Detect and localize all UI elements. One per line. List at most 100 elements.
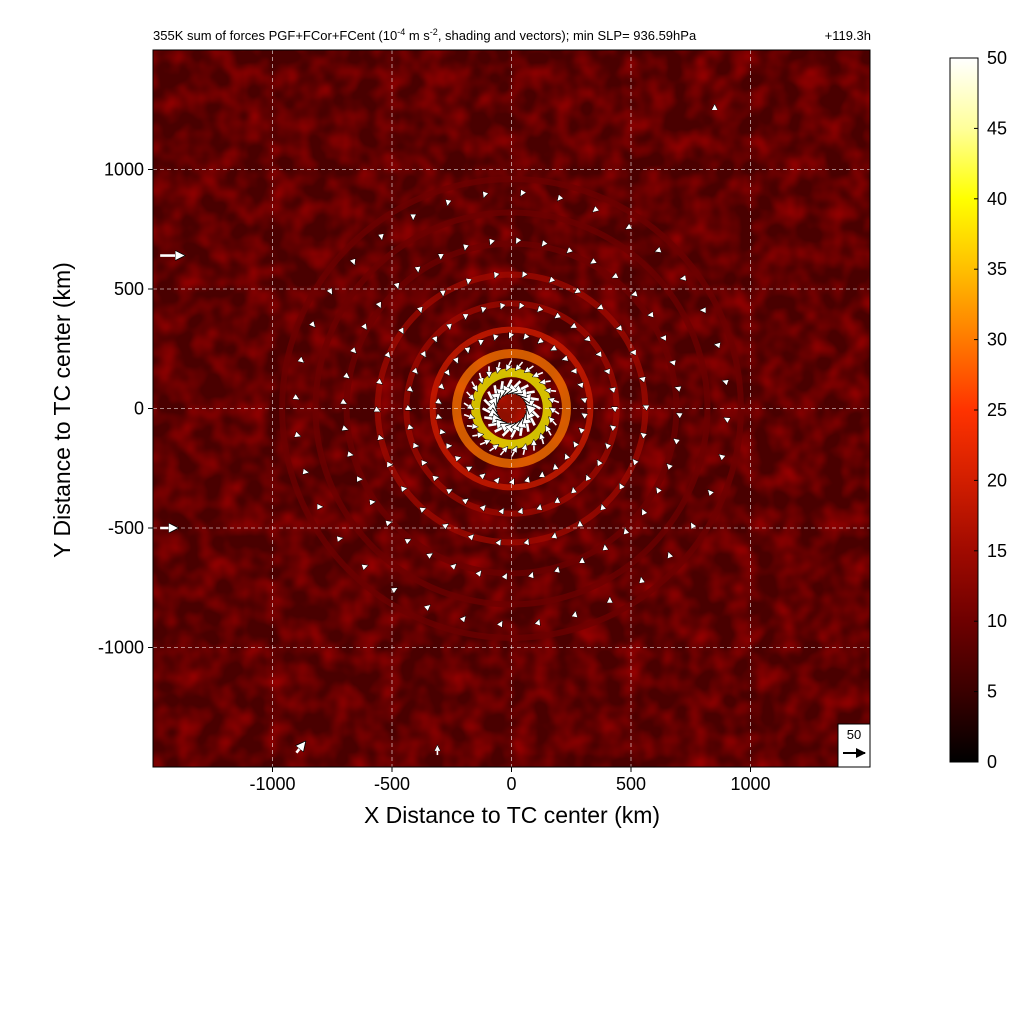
y-tick-label: 500 [114,279,144,299]
force-vector [610,389,613,390]
force-vector [410,390,412,392]
force-vector [515,361,524,370]
force-vector [643,404,645,406]
force-vector [549,399,560,403]
force-vector [708,490,710,492]
force-vector [618,483,621,485]
force-vector [581,399,585,401]
force-vector [724,417,726,419]
force-vector [656,487,657,489]
force-vector [602,504,603,507]
force-vector [540,504,541,507]
force-vector [446,524,448,525]
force-vector [466,499,468,501]
force-vector [524,365,534,372]
force-vector [505,360,512,371]
force-vector [667,464,669,466]
force-vector [380,382,382,384]
force-vector [449,327,450,330]
reference-vector: 50 [837,723,871,768]
force-vector [389,522,392,523]
force-vector [508,334,511,338]
force-vector [524,336,527,339]
plot-area [153,50,870,767]
force-vector [298,435,300,436]
force-vector [511,446,518,457]
force-vector [480,571,482,573]
force-vector [674,439,676,441]
colorbar-tick-label: 25 [987,400,1007,420]
x-axis-label: X Distance to TC center (km) [364,802,660,828]
force-vector [347,377,349,379]
colorbar-tick-label: 20 [987,470,1007,490]
force-vector [421,310,422,313]
force-vector [586,475,587,478]
force-vector [501,306,502,309]
force-vector [388,356,390,358]
force-vector [365,327,366,329]
force-vector [397,286,398,289]
y-tick-label: 1000 [104,160,144,180]
force-vector [542,244,544,246]
force-vector [565,454,567,458]
force-vector [549,281,551,283]
chart-title: 355K sum of forces PGF+FCor+FCent (10-4 … [153,27,697,43]
colorbar-tick-label: 50 [987,48,1007,68]
force-vector [526,405,540,419]
reference-vector-label: 50 [847,727,861,742]
vector-layer [160,104,726,756]
force-vector [402,331,405,333]
force-vector [450,488,453,490]
force-vector [438,417,442,419]
force-vector [483,310,484,313]
force-vector [593,210,595,212]
colorbar-tick-label: 30 [987,330,1007,350]
force-vector [502,508,505,511]
force-vector [571,326,574,329]
force-vector [466,426,478,427]
colorbar-tick-label: 5 [987,682,997,702]
force-vector [690,523,692,525]
y-tick-label: -1000 [98,638,144,658]
force-vector [540,381,551,383]
force-vector [472,534,474,536]
force-vector [558,567,559,570]
force-vector [296,742,305,754]
force-vector [520,194,522,196]
force-vector [479,440,490,444]
force-vector [670,362,673,363]
force-vector [468,349,469,353]
force-vector [557,199,559,201]
force-vector [518,306,521,309]
force-vector [675,387,677,388]
force-vector [537,310,539,312]
ring-band [343,240,680,577]
force-vector [625,528,626,531]
force-vector [313,325,315,327]
reference-vector-box [837,723,871,768]
force-vector [582,412,586,415]
force-vector [436,477,439,478]
force-vector [483,505,485,507]
force-vector [489,445,499,452]
y-axis-label: Y Distance to TC center (km) [49,262,75,558]
force-vector [626,228,628,230]
force-vector [465,248,466,251]
force-vector [532,572,533,574]
colorbar-scale [949,57,979,763]
force-vector [464,616,466,618]
force-vector [641,433,643,435]
force-vector [409,409,412,411]
force-vector [456,359,458,363]
force-vector [719,454,721,456]
force-vector [538,341,541,344]
force-vector [457,457,461,458]
force-vector [577,384,581,385]
force-vector [590,262,592,263]
force-vector [567,251,569,253]
force-vector [497,478,500,481]
force-vector [484,195,485,197]
force-vector [411,428,414,429]
force-vector [541,433,544,445]
